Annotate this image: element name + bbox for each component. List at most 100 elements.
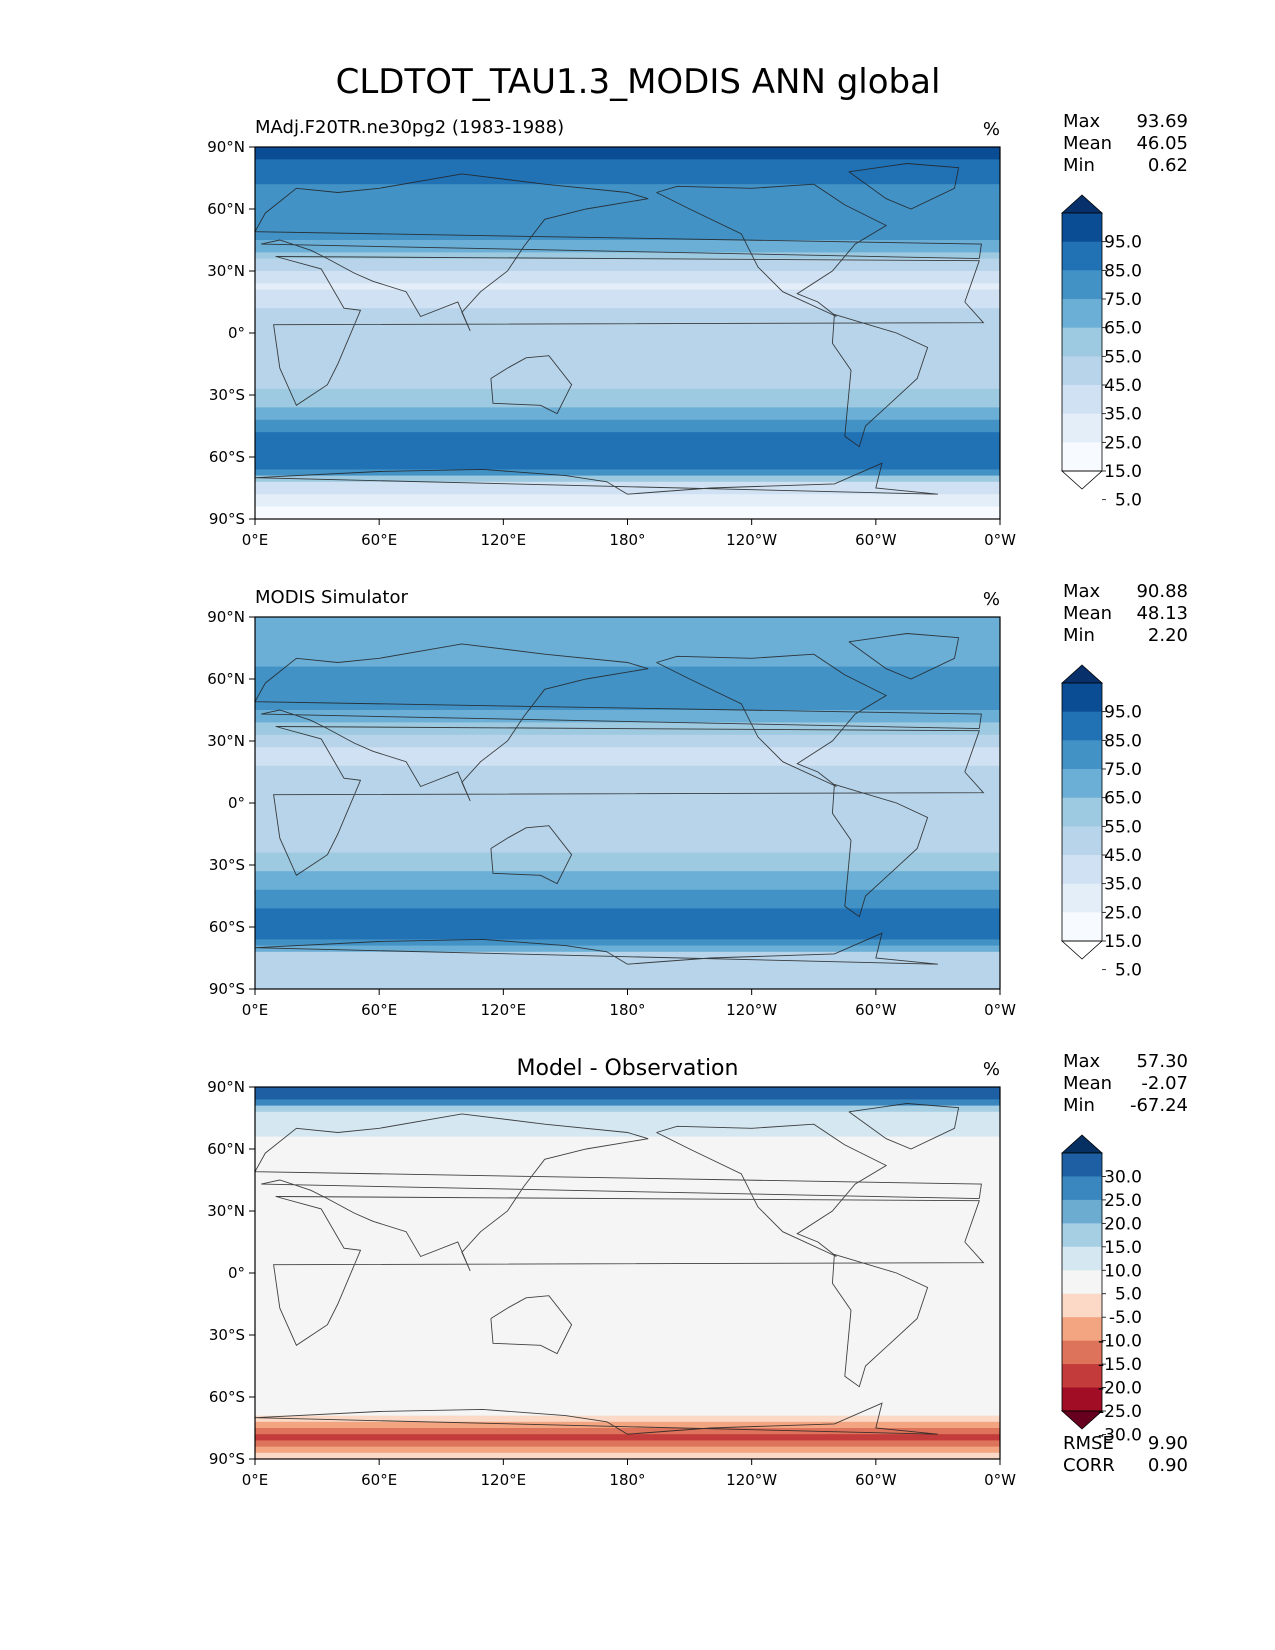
field-band bbox=[255, 1359, 1000, 1367]
x-tick-label: 60°E bbox=[361, 531, 397, 549]
field-band bbox=[255, 617, 1000, 624]
field-band bbox=[255, 295, 1000, 303]
field-band bbox=[255, 1397, 1000, 1404]
field-band bbox=[255, 227, 1000, 235]
field-band bbox=[255, 1421, 1000, 1429]
colorbar-tick-label: 10.0 bbox=[1104, 1261, 1142, 1281]
stat-value: 46.05 bbox=[1136, 133, 1188, 154]
coastline bbox=[831, 313, 929, 448]
field-band bbox=[255, 1105, 1000, 1113]
panel-units: % bbox=[983, 589, 1000, 610]
stat-value: 48.13 bbox=[1136, 603, 1188, 624]
coastline bbox=[656, 653, 888, 787]
field-band bbox=[255, 240, 1000, 247]
field-band bbox=[255, 710, 1000, 717]
field-band bbox=[255, 475, 1000, 483]
colorbar-tick-label: 65.0 bbox=[1104, 789, 1142, 809]
field-band bbox=[255, 302, 1000, 309]
field-band bbox=[255, 432, 1000, 439]
stat-value: 0.62 bbox=[1148, 155, 1188, 176]
field-band bbox=[255, 1446, 1000, 1454]
field-band bbox=[255, 865, 1000, 872]
field-band bbox=[255, 351, 1000, 359]
colorbar-segment bbox=[1062, 1364, 1102, 1388]
coastlines bbox=[254, 633, 985, 965]
colorbar-tick-label: -10.0 bbox=[1098, 1332, 1142, 1352]
field-band bbox=[255, 1409, 1000, 1417]
field-band bbox=[255, 1087, 1000, 1094]
field-band bbox=[255, 685, 1000, 692]
field-band bbox=[255, 772, 1000, 779]
x-tick-label: 0°E bbox=[242, 1471, 269, 1489]
field-band bbox=[255, 1415, 1000, 1423]
coastline bbox=[848, 633, 960, 680]
field-band bbox=[255, 1186, 1000, 1193]
field-band bbox=[255, 1310, 1000, 1317]
y-tick-label: 90°N bbox=[207, 138, 245, 156]
y-tick-label: 60°S bbox=[209, 918, 245, 936]
field-band bbox=[255, 1390, 1000, 1398]
field-band bbox=[255, 215, 1000, 222]
field-band bbox=[255, 512, 1000, 520]
stat-value: 2.20 bbox=[1148, 625, 1188, 646]
x-tick-label: 0°E bbox=[242, 1001, 269, 1019]
colorbar-extend-low bbox=[1060, 1410, 1104, 1430]
field-band bbox=[255, 1136, 1000, 1144]
colorbar-frame bbox=[1061, 682, 1103, 942]
field-band bbox=[255, 1279, 1000, 1286]
colorbar: 30.0 25.0 20.0 15.0 10.0 5.0 -5.0 -10.0 -15.0 -20… bbox=[1060, 1134, 1142, 1445]
stat-label: Min bbox=[1063, 625, 1095, 646]
colorbar-segment bbox=[1062, 1317, 1102, 1342]
metric-value: 0.90 bbox=[1148, 1455, 1188, 1476]
colorbar: 95.0 85.0 75.0 65.0 55.0 45.0 35.0 25.0 15.0 5.0 bbox=[1060, 664, 1142, 981]
field-band bbox=[255, 1242, 1000, 1249]
colorbar-segment bbox=[1062, 1153, 1102, 1177]
colorbar-tick-label: 35.0 bbox=[1104, 405, 1142, 425]
colorbar-tick-label: 20.0 bbox=[1104, 1214, 1142, 1234]
stat-label: Max bbox=[1063, 581, 1101, 602]
colorbar-segment bbox=[1062, 883, 1102, 913]
colorbar-segment bbox=[1062, 1176, 1102, 1201]
y-tick-label: 90°S bbox=[209, 510, 245, 528]
colorbar-segment bbox=[1062, 711, 1102, 741]
field-band bbox=[255, 314, 1000, 322]
field-band bbox=[255, 271, 1000, 278]
x-tick-label: 0°W bbox=[984, 531, 1016, 549]
field-band bbox=[255, 1099, 1000, 1107]
field-band bbox=[255, 1341, 1000, 1348]
y-tick-label: 30°S bbox=[209, 856, 245, 874]
field-band bbox=[255, 902, 1000, 909]
field-band bbox=[255, 401, 1000, 408]
colorbar-segment bbox=[1062, 1270, 1102, 1295]
field-band bbox=[255, 488, 1000, 495]
field-band bbox=[255, 672, 1000, 680]
colorbar-tick-label: -25.0 bbox=[1098, 1402, 1142, 1422]
field-band bbox=[255, 970, 1000, 978]
colorbar-tick-label: -15.0 bbox=[1098, 1355, 1142, 1375]
field-band bbox=[255, 1254, 1000, 1262]
coastline bbox=[254, 643, 982, 802]
field-band bbox=[255, 364, 1000, 371]
coastline bbox=[254, 932, 938, 965]
field-band bbox=[255, 1304, 1000, 1311]
field-band bbox=[255, 703, 1000, 711]
field-band bbox=[255, 1155, 1000, 1162]
field-band bbox=[255, 697, 1000, 705]
x-tick-label: 60°E bbox=[361, 1001, 397, 1019]
field-band bbox=[255, 407, 1000, 415]
x-tick-label: 0°E bbox=[242, 531, 269, 549]
field-band bbox=[255, 889, 1000, 897]
stat-value: 90.88 bbox=[1136, 581, 1188, 602]
colorbar-extend-high bbox=[1060, 664, 1104, 684]
field-band bbox=[255, 747, 1000, 754]
colorbar-segment bbox=[1062, 826, 1102, 856]
field-band bbox=[255, 283, 1000, 291]
field-band bbox=[255, 722, 1000, 730]
field-band bbox=[255, 209, 1000, 216]
colorbar-segment bbox=[1062, 327, 1102, 357]
field-band bbox=[255, 741, 1000, 748]
colorbar-tick-label: 5.0 bbox=[1115, 961, 1142, 981]
colorbar-tick-label: 5.0 bbox=[1115, 491, 1142, 511]
field-band bbox=[255, 840, 1000, 847]
